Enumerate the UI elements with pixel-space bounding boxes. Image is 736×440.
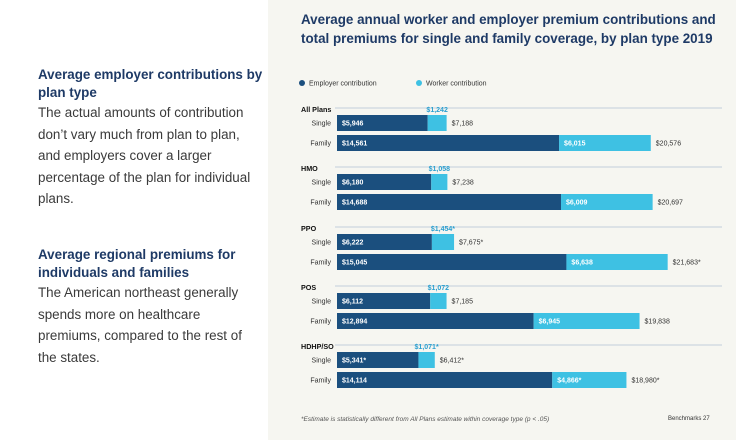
worker-bar (559, 135, 651, 151)
worker-bar (566, 254, 668, 270)
total-value-label: $18,980* (631, 378, 659, 385)
group-label: PPO (301, 224, 317, 233)
row-label: Single (312, 358, 332, 365)
worker-value-label: $1,454* (431, 226, 455, 233)
employer-bar (337, 293, 431, 309)
legend-employer-swatch (299, 80, 305, 86)
total-value-label: $19,838 (645, 319, 670, 326)
worker-value-label: $1,058 (429, 166, 451, 173)
employer-bar (337, 115, 428, 131)
worker-value-label: $6,015 (564, 141, 586, 148)
worker-bar (427, 115, 447, 131)
total-value-label: $20,697 (658, 200, 683, 207)
employer-value-label: $5,946 (342, 121, 364, 128)
section-body: The American northeast generally spends … (38, 285, 242, 365)
row-label: Family (310, 260, 331, 267)
group-label: HMO (301, 164, 318, 173)
worker-bar (430, 293, 447, 309)
row-label: Family (310, 319, 331, 326)
row-label: Single (312, 180, 332, 187)
worker-bar (431, 174, 448, 190)
legend-worker-label: Worker contribution (426, 81, 487, 88)
footnote: *Estimate is statistically different fro… (301, 416, 550, 423)
row-label: Single (312, 240, 332, 247)
worker-value-label: $6,638 (571, 260, 593, 267)
employer-value-label: $6,112 (342, 299, 363, 306)
worker-value-label: $4,866* (557, 378, 581, 385)
employer-bar (337, 135, 560, 151)
legend-employer-label: Employer contribution (309, 81, 377, 88)
total-value-label: $7,675* (459, 240, 483, 247)
section-employer-contributions: Average employer contributions by plan t… (38, 66, 264, 210)
group-label: POS (301, 283, 316, 292)
left-text-panel: Average employer contributions by plan t… (0, 0, 268, 440)
chart-title: Average annual worker and employer premi… (301, 12, 716, 46)
row-label: Family (310, 378, 331, 385)
worker-value-label: $6,009 (566, 200, 588, 207)
employer-bar (337, 313, 534, 329)
group-label: HDHP/SO (301, 342, 334, 351)
row-label: Single (312, 299, 332, 306)
page-label: Benchmarks 27 (668, 416, 710, 422)
worker-bar (560, 194, 653, 210)
legend-worker-swatch (416, 80, 422, 86)
employer-bar (337, 372, 553, 388)
worker-value-label: $1,071* (415, 344, 439, 351)
row-label: Family (310, 200, 331, 207)
premium-chart: Employer contribution Worker contribution… (299, 80, 722, 388)
employer-bar (337, 174, 432, 190)
employer-value-label: $15,045 (342, 260, 367, 267)
employer-bar (337, 194, 561, 210)
total-value-label: $7,188 (452, 121, 474, 128)
employer-value-label: $6,222 (342, 240, 364, 247)
total-value-label: $21,683* (673, 260, 701, 267)
employer-value-label: $12,894 (342, 319, 367, 326)
section-heading: Average employer contributions by plan t… (38, 67, 263, 100)
worker-value-label: $6,945 (539, 319, 561, 326)
section-body: The actual amounts of contribution don’t… (38, 105, 251, 206)
employer-value-label: $14,688 (342, 200, 367, 207)
section-regional-premiums: Average regional premiums for individual… (38, 246, 264, 368)
employer-value-label: $5,341* (342, 358, 366, 365)
worker-bar (418, 352, 435, 368)
employer-value-label: $6,180 (342, 180, 364, 187)
employer-value-label: $14,561 (342, 141, 367, 148)
section-heading: Average regional premiums for individual… (38, 247, 236, 280)
employer-bar (337, 352, 419, 368)
employer-bar (337, 254, 567, 270)
worker-value-label: $1,242 (426, 107, 448, 114)
worker-bar (431, 234, 455, 250)
total-value-label: $7,185 (452, 299, 474, 306)
total-value-label: $7,238 (452, 180, 474, 187)
worker-value-label: $1,072 (428, 285, 450, 292)
employer-value-label: $14,114 (342, 378, 367, 385)
row-label: Family (310, 141, 331, 148)
worker-bar (533, 313, 640, 329)
total-value-label: $20,576 (656, 141, 681, 148)
total-value-label: $6,412* (440, 358, 464, 365)
row-label: Single (312, 121, 332, 128)
employer-bar (337, 234, 432, 250)
worker-bar (552, 372, 627, 388)
group-label: All Plans (301, 105, 331, 114)
